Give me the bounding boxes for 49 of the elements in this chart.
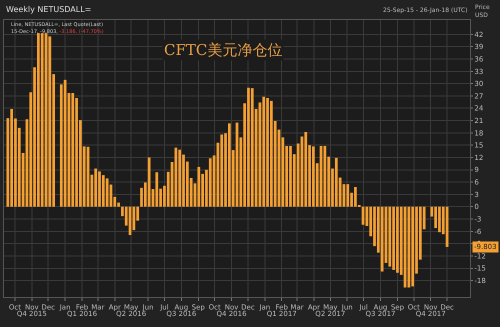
bar bbox=[10, 109, 13, 207]
bar bbox=[174, 148, 178, 207]
bar bbox=[320, 146, 322, 207]
bar bbox=[220, 134, 224, 207]
text: CFTC美元净仓位 bbox=[164, 41, 282, 59]
bar bbox=[64, 80, 66, 207]
bar bbox=[411, 206, 414, 286]
bar bbox=[228, 123, 231, 207]
bar bbox=[44, 33, 48, 207]
bar bbox=[86, 146, 90, 207]
bar bbox=[60, 84, 63, 207]
bar bbox=[266, 98, 269, 207]
bar bbox=[247, 88, 250, 207]
bar bbox=[438, 206, 441, 232]
chart-title: Weekly NETUSDALL= bbox=[6, 5, 92, 14]
bar bbox=[434, 206, 437, 228]
bar bbox=[396, 206, 399, 273]
bar bbox=[71, 93, 74, 207]
bar bbox=[380, 206, 384, 272]
bar bbox=[446, 206, 448, 247]
bar bbox=[250, 88, 254, 207]
bar bbox=[334, 158, 338, 207]
bar bbox=[408, 206, 410, 288]
bar bbox=[48, 36, 52, 207]
bar bbox=[94, 168, 98, 207]
bar bbox=[323, 146, 326, 207]
bar bbox=[40, 33, 44, 207]
bar bbox=[236, 122, 238, 207]
bar bbox=[346, 184, 350, 207]
bar bbox=[354, 187, 357, 207]
bar bbox=[197, 166, 200, 207]
bar bbox=[98, 171, 101, 207]
bar bbox=[262, 96, 266, 207]
bar bbox=[37, 33, 40, 207]
bar bbox=[388, 206, 392, 267]
bar bbox=[106, 178, 108, 207]
bar bbox=[392, 206, 395, 270]
bar bbox=[312, 146, 315, 207]
bar bbox=[289, 146, 292, 207]
bar bbox=[128, 206, 132, 236]
bar bbox=[102, 175, 105, 207]
bar bbox=[304, 132, 308, 207]
bar bbox=[148, 157, 151, 207]
bar bbox=[155, 172, 158, 207]
bar bbox=[362, 206, 364, 225]
bar bbox=[270, 100, 273, 207]
bar bbox=[404, 206, 406, 288]
bar bbox=[178, 150, 182, 207]
bar bbox=[208, 158, 212, 207]
